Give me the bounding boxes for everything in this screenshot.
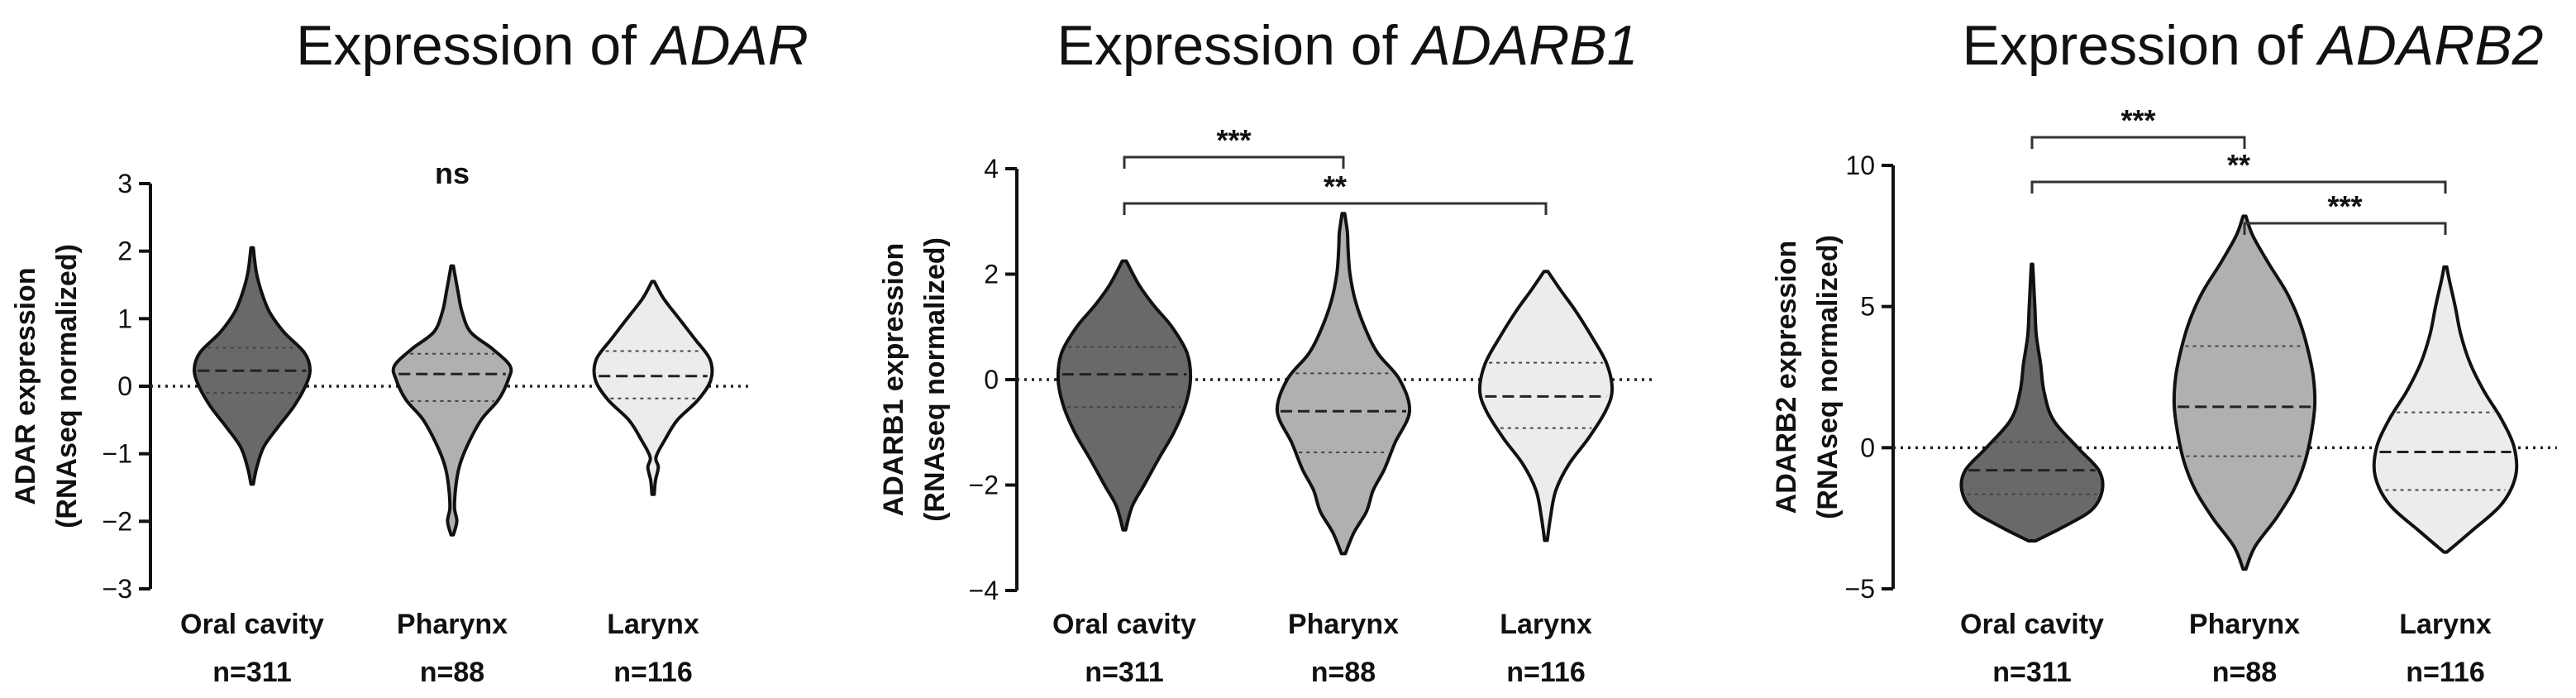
y-axis-label: ADAR expression — [10, 267, 41, 504]
n-label: n=311 — [212, 657, 291, 688]
significance-label: ** — [1324, 170, 1347, 203]
violin-2 — [2372, 265, 2519, 554]
n-label: n=88 — [420, 657, 484, 688]
y-tick-label: −2 — [103, 506, 132, 536]
y-axis-sublabel: (RNAseq normalized) — [919, 237, 951, 522]
chart-title: Expression of ADAR — [296, 14, 809, 77]
chart-title: Expression of ADARB2 — [1963, 14, 2544, 77]
y-tick-label: 4 — [984, 154, 999, 184]
panel-adar: Expression of ADAR ADAR expression (RNAseq… — [10, 14, 809, 688]
chart-title-gene: ADARB1 — [1410, 14, 1638, 77]
x-category-label: Pharynx — [2189, 609, 2300, 640]
y-tick-label: 2 — [984, 260, 999, 289]
chart-title-gene: ADAR — [649, 14, 809, 77]
significance-bracket — [2030, 180, 2447, 194]
n-label: n=116 — [2406, 657, 2484, 688]
n-label: n=88 — [2212, 657, 2277, 688]
significance-bracket — [1123, 155, 1345, 169]
x-category-label: Larynx — [2399, 609, 2492, 640]
x-category-label: Pharynx — [1288, 609, 1399, 640]
significance-label: ns — [435, 156, 470, 190]
panel-adarb1: Expression of ADARB1 ADARB1 expression (RN… — [878, 14, 1653, 688]
y-tick-label: 10 — [1845, 151, 1875, 180]
n-label: n=116 — [1506, 657, 1585, 688]
significance-bracket — [2243, 222, 2447, 235]
significance-bracket — [2030, 136, 2246, 149]
y-tick-label: 5 — [1860, 292, 1875, 322]
x-category-label: Larynx — [1500, 609, 1592, 640]
y-axis-label: ADARB2 expression — [1771, 241, 1802, 514]
y-axis-label: ADARB1 expression — [878, 243, 909, 517]
n-label: n=311 — [1992, 657, 2071, 688]
y-tick-label: −5 — [1845, 574, 1875, 604]
chart-title-gene: ADARB2 — [2315, 14, 2543, 77]
chart-title-prefix: Expression of — [296, 14, 652, 77]
y-tick-label: 0 — [1860, 433, 1875, 462]
y-tick-label: 1 — [117, 304, 132, 333]
violin-0 — [1959, 262, 2105, 543]
y-tick-label: −2 — [969, 471, 999, 500]
y-tick-label: 0 — [984, 365, 999, 394]
n-label: n=88 — [1311, 657, 1376, 688]
significance-label: *** — [2120, 103, 2155, 137]
y-tick-label: −3 — [103, 574, 132, 604]
y-tick-label: 2 — [117, 237, 132, 266]
violin-2 — [1477, 270, 1615, 543]
y-axis-sublabel: (RNAseq normalized) — [1812, 235, 1844, 519]
y-tick-label: 0 — [117, 371, 132, 401]
violin-0 — [192, 246, 312, 486]
violin-0 — [1056, 259, 1193, 532]
chart-title-prefix: Expression of — [1963, 14, 2319, 77]
chart-title: Expression of ADARB1 — [1057, 14, 1639, 77]
x-category-label: Pharynx — [397, 609, 508, 640]
x-category-label: Oral cavity — [1960, 609, 2104, 640]
significance-bracket — [1123, 202, 1548, 215]
chart-title-prefix: Expression of — [1057, 14, 1414, 77]
violin-2 — [592, 280, 714, 496]
violin-1 — [2172, 214, 2317, 571]
significance-label: *** — [2327, 189, 2362, 223]
x-category-label: Larynx — [607, 609, 699, 640]
violin-1 — [391, 264, 513, 537]
significance-label: *** — [1216, 123, 1251, 157]
y-tick-label: −1 — [103, 439, 132, 469]
y-axis-sublabel: (RNAseq normalized) — [51, 244, 83, 528]
significance-label: ** — [2227, 148, 2250, 182]
n-label: n=311 — [1085, 657, 1163, 688]
panel-adarb2: Expression of ADARB2 ADARB2 expression (RN… — [1771, 14, 2557, 688]
x-category-label: Oral cavity — [180, 609, 324, 640]
x-category-label: Oral cavity — [1052, 609, 1196, 640]
y-tick-label: 3 — [117, 169, 132, 198]
y-tick-label: −4 — [969, 576, 999, 605]
violin-1 — [1275, 212, 1412, 556]
n-label: n=116 — [613, 657, 692, 688]
